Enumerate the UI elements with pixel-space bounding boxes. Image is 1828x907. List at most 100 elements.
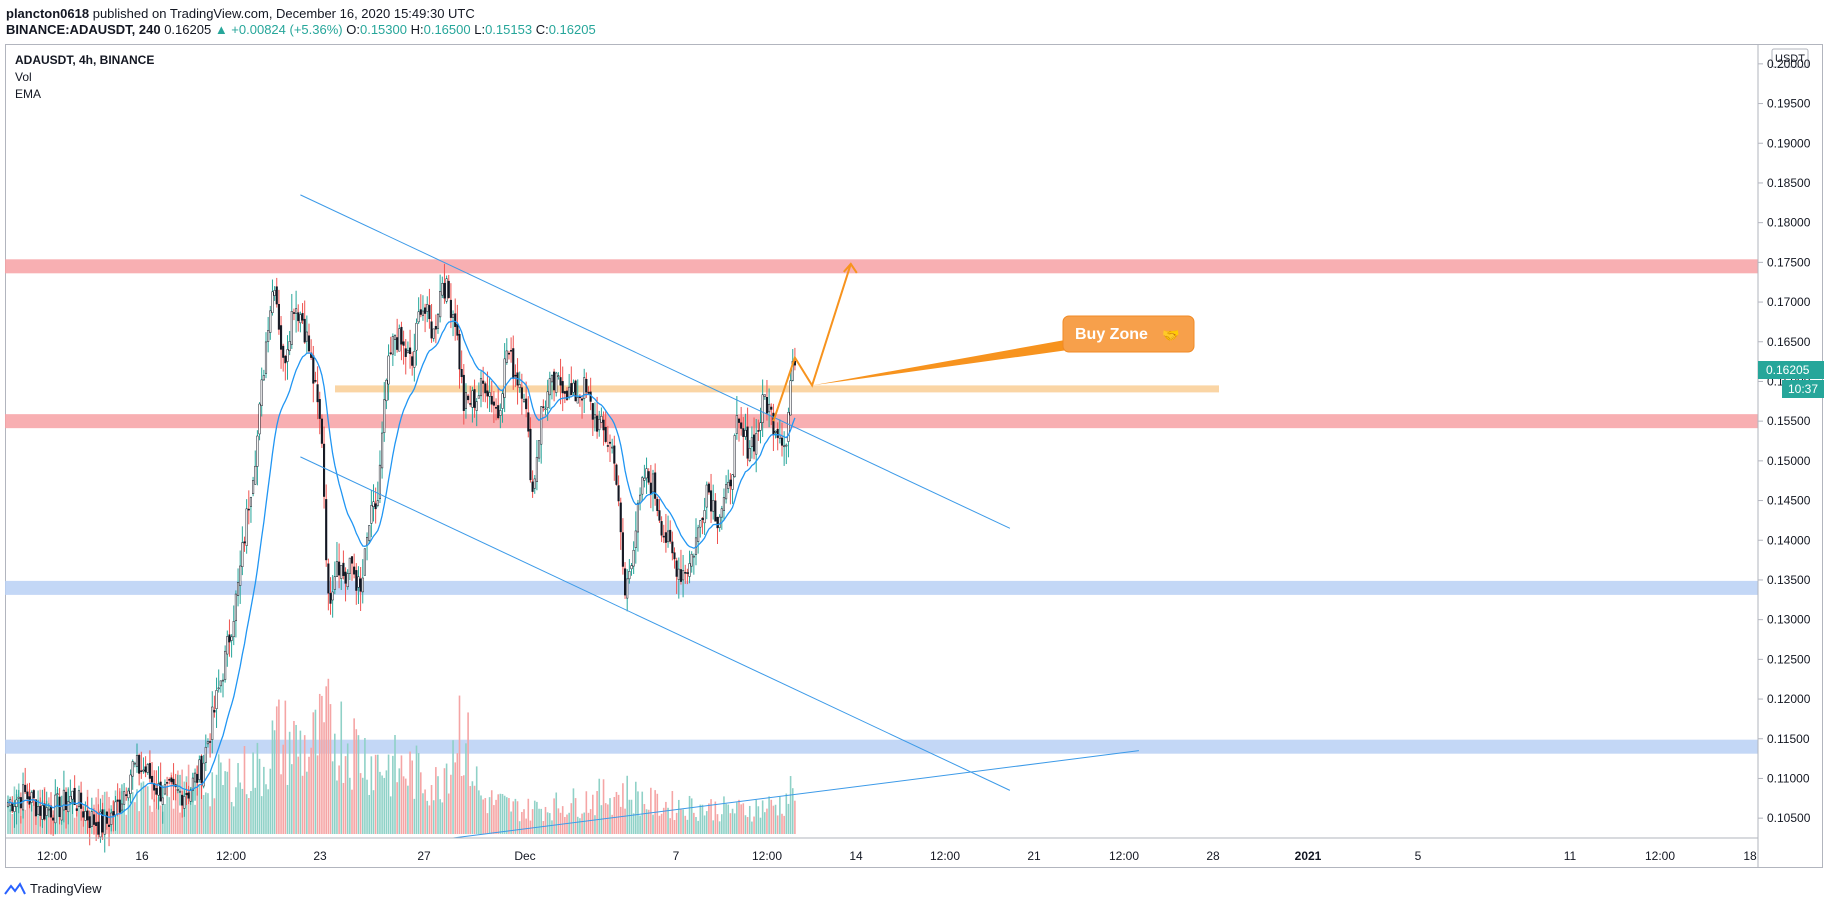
volume-bar (192, 773, 194, 834)
volume-bar (301, 775, 304, 834)
volume-bar (499, 793, 502, 834)
volume-bar (402, 776, 405, 834)
open-label: O: (346, 22, 360, 37)
volume-bar (540, 808, 542, 834)
volume-bar (647, 809, 650, 834)
candle-body (254, 465, 257, 485)
volume-bar (705, 811, 708, 834)
candle-body (568, 386, 571, 398)
x-tick-label: 18 (1743, 849, 1757, 863)
volume-bar (168, 797, 171, 834)
volume-bar (424, 789, 426, 834)
volume-bar (484, 798, 487, 834)
volume-bar (635, 781, 637, 834)
volume-bar (701, 804, 704, 834)
volume-bar (69, 799, 72, 834)
candle-body (172, 778, 175, 785)
candle-body (363, 548, 366, 576)
chart-frame[interactable] (5, 44, 1823, 868)
candle-body (243, 541, 246, 544)
currency-badge[interactable] (1771, 48, 1809, 68)
volume-bar (723, 796, 725, 834)
volume-bar (523, 809, 525, 834)
y-tick-label: 0.19000 (1767, 136, 1811, 150)
candle-body (628, 571, 631, 580)
volume-bar (615, 791, 618, 834)
volume-bar (731, 808, 734, 834)
candle-body (443, 282, 446, 299)
candle-body (346, 573, 349, 588)
y-tick-label: 0.11000 (1767, 771, 1810, 785)
candle-body (297, 312, 300, 322)
volume-bar (24, 809, 26, 834)
volume-bar (697, 820, 699, 834)
volume-bar (764, 812, 766, 834)
candle-body (135, 754, 139, 767)
candle-body (22, 784, 25, 811)
candle-body (52, 817, 55, 821)
volume-bar (690, 798, 693, 834)
x-tick-label: Dec (514, 849, 535, 863)
volume-bar (652, 814, 654, 834)
volume-bar (239, 782, 241, 834)
candle-body (24, 784, 27, 793)
volume-bar (420, 772, 422, 834)
legend-title[interactable]: ADAUSDT, 4h, BINANCE (15, 53, 154, 67)
volume-bar (222, 784, 224, 834)
high-label: H: (410, 22, 424, 37)
candle-body (499, 410, 502, 416)
legend-vol[interactable]: Vol (15, 70, 32, 84)
candle-body (133, 762, 136, 765)
volume-bar (443, 768, 446, 834)
volume-bar (387, 754, 390, 834)
volume-bar (361, 777, 364, 834)
volume-bar (404, 778, 407, 834)
candle-body (432, 328, 435, 339)
candle-body (490, 396, 493, 405)
volume-bar (308, 756, 310, 834)
candle-body (196, 773, 199, 783)
volume-bar (467, 712, 469, 834)
author-name[interactable]: plancton0618 (6, 6, 90, 21)
volume-bar (736, 802, 738, 834)
volume-bar (514, 798, 517, 834)
volume-bar (254, 787, 257, 834)
volume-bar (20, 815, 22, 834)
legend-ema[interactable]: EMA (15, 87, 41, 101)
candle-body (406, 350, 409, 354)
candle-body (256, 435, 259, 467)
candle-body (344, 571, 347, 584)
volume-bar (346, 743, 349, 834)
price-chart[interactable]: ADAUSDT, 4h, BINANCE Vol EMA USDT 0.2000… (0, 0, 1828, 880)
candle-body (181, 794, 184, 806)
candle-body (166, 782, 169, 784)
candle-body (228, 634, 231, 643)
candle-body (654, 472, 657, 499)
volume-bar (381, 775, 383, 834)
volume-bar (465, 743, 467, 834)
candle-body (39, 806, 42, 816)
candle-body (753, 434, 756, 452)
volume-bar (531, 809, 534, 834)
footer-brand[interactable]: TradingView (4, 881, 102, 896)
candle-body (320, 418, 323, 444)
volume-bar (710, 799, 712, 834)
candle-body (454, 313, 457, 327)
volume-bar (329, 704, 332, 834)
volume-bar (368, 794, 370, 834)
buy-zone-callout[interactable]: Buy Zone 🤝 (1062, 315, 1195, 353)
volume-bar (452, 740, 454, 834)
volume-bar (364, 738, 366, 834)
candle-body (312, 355, 315, 384)
candle-body (748, 448, 751, 462)
candle-body (557, 375, 560, 377)
candle-body (65, 791, 68, 810)
candle-body (761, 394, 764, 423)
candle-body (127, 790, 130, 799)
volume-bar (116, 815, 119, 834)
candle-body (550, 375, 554, 383)
volume-bar (357, 735, 360, 834)
volume-bar (398, 768, 401, 834)
volume-bar (30, 804, 33, 834)
candle-body (88, 816, 91, 829)
